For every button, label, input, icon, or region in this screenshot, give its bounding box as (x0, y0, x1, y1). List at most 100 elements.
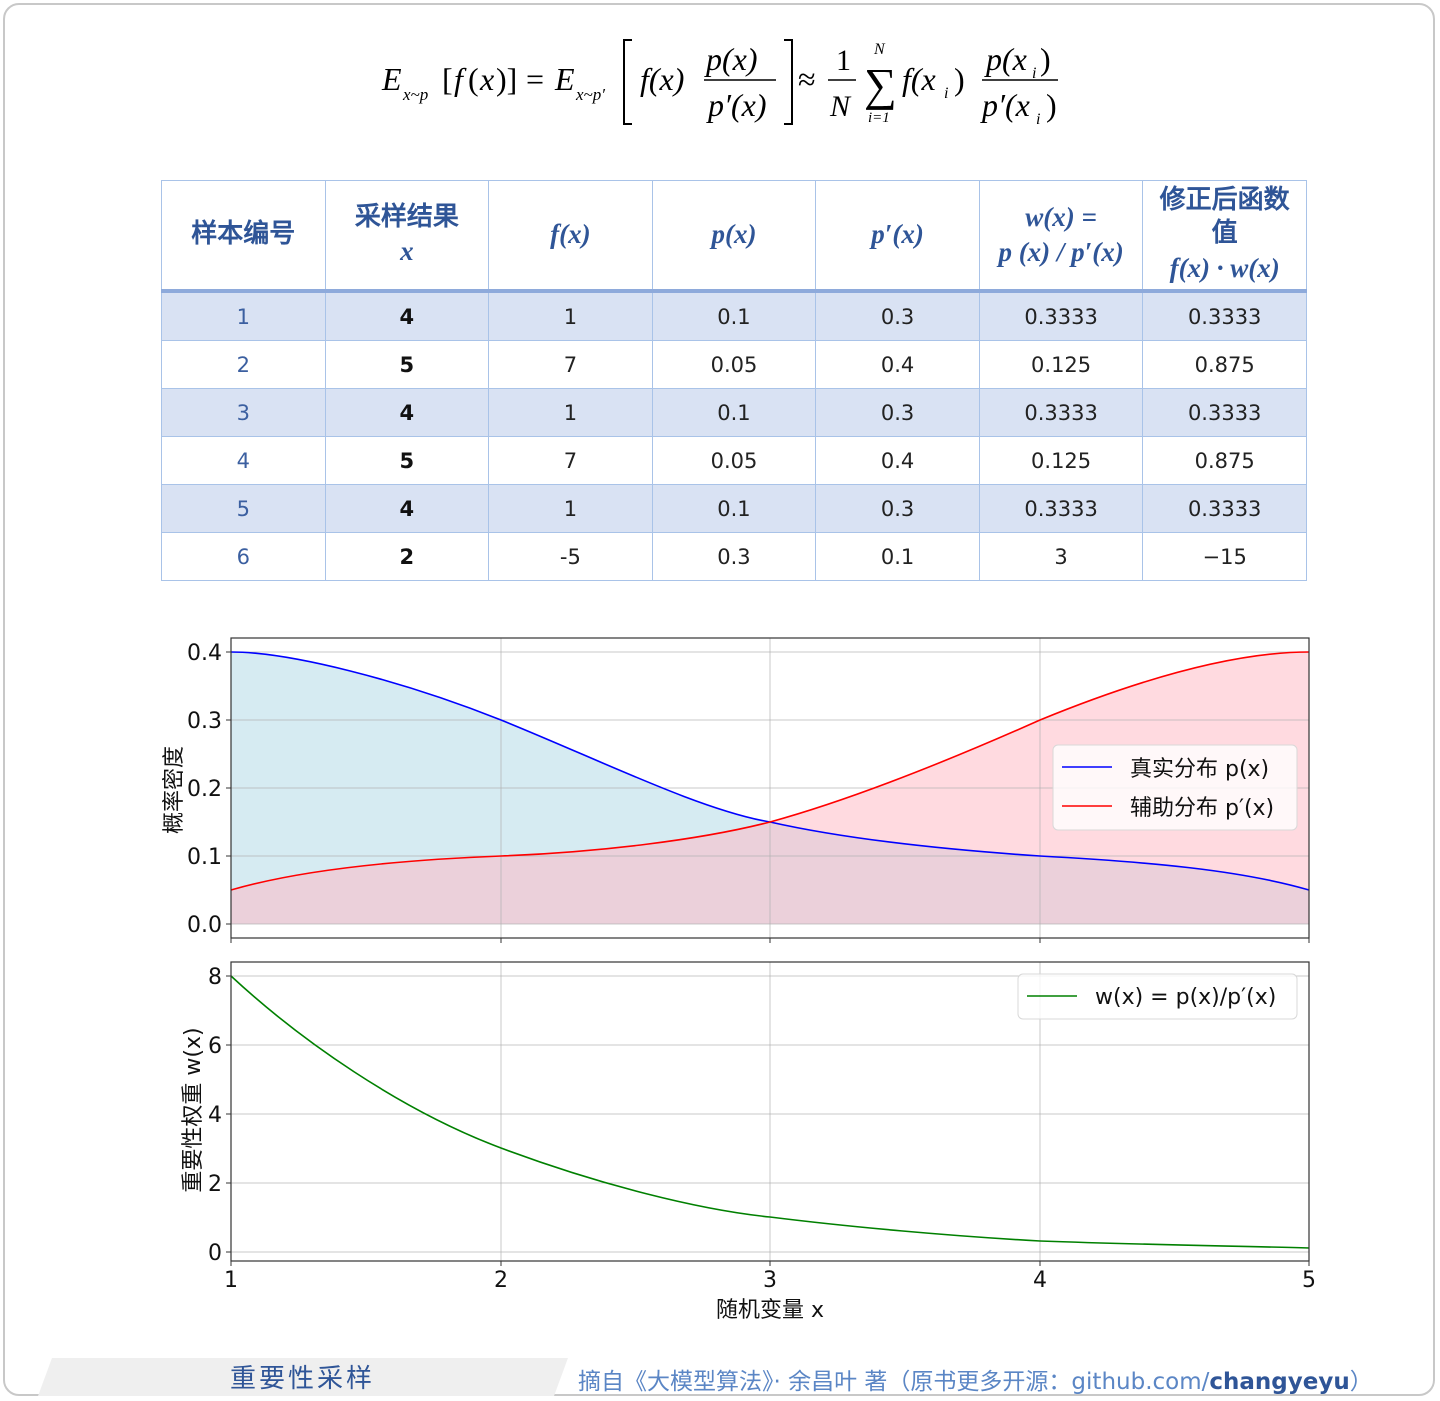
svg-text:1: 1 (224, 1268, 238, 1293)
cell-px: 0.1 (651, 484, 817, 533)
sample-table: 样本编号 采样结果 x f(x) p(x) p′(x) w(x) = p (x) /… (161, 180, 1307, 581)
svg-text:≈: ≈ (798, 61, 816, 97)
header-fx: f(x) (488, 180, 653, 292)
cell-x: 4 (324, 484, 490, 533)
svg-text:)]: )] (496, 61, 517, 97)
cell-id: 4 (161, 436, 326, 485)
svg-text:i: i (944, 85, 948, 102)
charts: 0.4 0.3 0.2 0.1 0.0 概率密度 真实分布 p(x) 辅助分布 … (162, 637, 1316, 1323)
svg-text:p′(x: p′(x (980, 87, 1030, 123)
cell-px: 0.05 (651, 340, 817, 389)
cell-px: 0.1 (651, 290, 817, 341)
cell-wx: 0.3333 (978, 484, 1144, 533)
svg-text:): ) (1040, 41, 1051, 77)
cell-ppx: 0.3 (815, 388, 980, 437)
header-px: p(x) (651, 180, 817, 292)
cell-x: 2 (324, 532, 490, 581)
cell-fw: 0.3333 (1142, 388, 1307, 437)
header-corrected-value: 修正后函数值 f(x) · w(x) (1142, 180, 1307, 292)
cell-fw: 0.3333 (1142, 290, 1307, 341)
legend-w: w(x) = p(x)/p′(x) (1095, 985, 1276, 1010)
cell-fw: 0.875 (1142, 436, 1307, 485)
xtick-labels: 1 2 3 4 5 (224, 1268, 1316, 1293)
svg-text:): ) (954, 61, 965, 97)
svg-text:8: 8 (208, 965, 222, 990)
cell-fx: -5 (488, 532, 653, 581)
svg-text:E: E (554, 61, 575, 97)
svg-text:4: 4 (208, 1103, 222, 1128)
svg-text:(: ( (468, 61, 479, 97)
header-sample-result: 采样结果 x (324, 180, 490, 292)
table-row: 1 4 1 0.1 0.3 0.3333 0.3333 (161, 290, 1307, 341)
table-row: 3 4 1 0.1 0.3 0.3333 0.3333 (161, 388, 1307, 437)
svg-text:=: = (526, 61, 544, 97)
svg-text:∑: ∑ (864, 59, 897, 110)
svg-text:i=1: i=1 (868, 110, 890, 126)
table-row: 6 2 -5 0.3 0.1 3 −15 (161, 532, 1307, 581)
density-ticks (226, 651, 1310, 943)
cell-x: 5 (324, 340, 490, 389)
cell-id: 6 (161, 532, 326, 581)
weight-ticks (226, 975, 1310, 1266)
cell-wx: 0.3333 (978, 388, 1144, 437)
svg-text:i: i (1036, 111, 1040, 128)
importance-sampling-formula: E x~p [ f ( x )] = E x~p′ f(x) p(x) p′(x… (370, 34, 1070, 134)
svg-text:): ) (1046, 87, 1057, 123)
table-header-row: 样本编号 采样结果 x f(x) p(x) p′(x) w(x) = p (x) /… (161, 180, 1307, 292)
svg-text:p(x: p(x (984, 41, 1027, 77)
cell-id: 2 (161, 340, 326, 389)
footer-source: 摘自《大模型算法》· 余昌叶 著（原书更多开源：github.com/chang… (578, 1369, 1373, 1395)
table-row: 5 4 1 0.1 0.3 0.3333 0.3333 (161, 484, 1307, 533)
pprime-curve (230, 651, 1310, 891)
cell-fx: 1 (488, 290, 653, 341)
figure-frame (3, 3, 1435, 1396)
header-ppx: p′(x) (815, 180, 980, 292)
svg-text:0: 0 (208, 1241, 222, 1266)
cell-fx: 7 (488, 340, 653, 389)
weight-ylabel: 重要性权重 w(x) (181, 1027, 206, 1192)
cell-fx: 1 (488, 484, 653, 533)
cell-px: 0.1 (651, 388, 817, 437)
svg-text:0.2: 0.2 (187, 777, 222, 802)
legend-p: 真实分布 p(x) (1130, 757, 1269, 782)
svg-text:5: 5 (1302, 1268, 1316, 1293)
svg-text:2: 2 (208, 1172, 222, 1197)
weight-legend: w(x) = p(x)/p′(x) (1017, 973, 1298, 1020)
svg-text:p(x): p(x) (704, 41, 758, 77)
cell-ppx: 0.3 (815, 484, 980, 533)
svg-text:x: x (479, 61, 494, 97)
svg-text:0.0: 0.0 (187, 913, 222, 938)
weight-ytick-labels: 8 6 4 2 0 (208, 965, 222, 1266)
footer-banner (38, 1358, 568, 1396)
cell-wx: 0.125 (978, 340, 1144, 389)
density-ylabel: 概率密度 (162, 746, 187, 834)
svg-text:x~p: x~p (402, 85, 428, 104)
svg-text:[: [ (442, 61, 453, 97)
cell-id: 5 (161, 484, 326, 533)
cell-fx: 1 (488, 388, 653, 437)
svg-text:N: N (873, 41, 886, 58)
cell-wx: 3 (978, 532, 1144, 581)
svg-text:1: 1 (836, 44, 851, 77)
density-chart: 0.4 0.3 0.2 0.1 0.0 概率密度 真实分布 p(x) 辅助分布 … (162, 637, 1310, 943)
cell-ppx: 0.1 (815, 532, 980, 581)
svg-text:0.3: 0.3 (187, 709, 222, 734)
svg-text:E: E (381, 61, 402, 97)
header-wx: w(x) = p (x) / p′(x) (978, 180, 1144, 292)
svg-text:0.1: 0.1 (187, 845, 222, 870)
cell-ppx: 0.3 (815, 290, 980, 341)
legend-pprime: 辅助分布 p′(x) (1130, 796, 1274, 821)
cell-ppx: 0.4 (815, 340, 980, 389)
svg-text:2: 2 (494, 1268, 508, 1293)
footer-title: 重要性采样 (230, 1364, 376, 1394)
svg-text:f(x): f(x) (640, 61, 684, 97)
density-legend: 真实分布 p(x) 辅助分布 p′(x) (1052, 744, 1298, 831)
cell-fw: 0.875 (1142, 340, 1307, 389)
svg-text:f(x: f(x (902, 61, 936, 97)
svg-text:4: 4 (1033, 1268, 1047, 1293)
svg-text:0.4: 0.4 (187, 641, 222, 666)
cell-fw: −15 (1142, 532, 1307, 581)
svg-text:i: i (1032, 65, 1036, 82)
cell-id: 3 (161, 388, 326, 437)
svg-text:3: 3 (763, 1268, 777, 1293)
